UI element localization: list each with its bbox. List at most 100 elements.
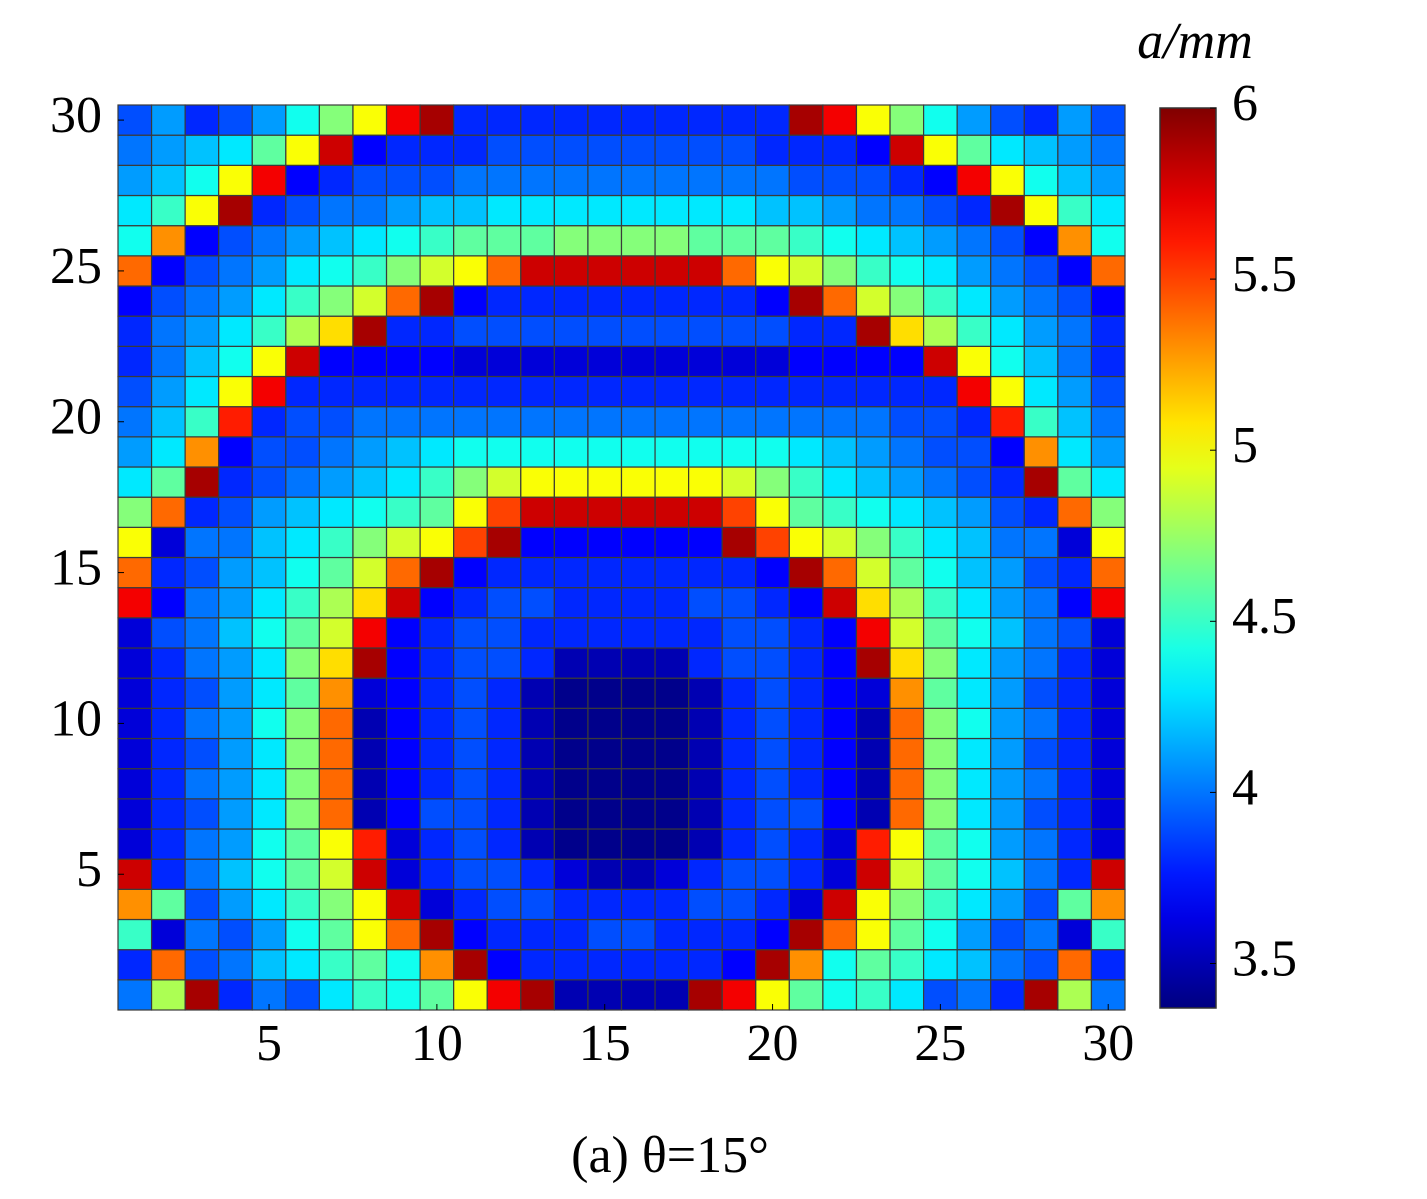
heatmap-cell [889,225,925,257]
heatmap-cell [956,617,992,649]
heatmap-cell [453,255,488,287]
heatmap-cell [721,918,757,951]
heatmap-cell [822,737,858,770]
heatmap-cell [587,134,623,166]
heatmap-cell [486,949,522,981]
heatmap-cell [218,737,253,770]
heatmap-cell [721,255,757,287]
heatmap-cell [654,556,690,589]
heatmap-cell [1023,375,1059,408]
heatmap-cell [486,164,522,197]
heatmap-cell [318,466,354,498]
heatmap-cell [788,255,824,287]
heatmap-cell [1057,858,1093,890]
heatmap-cell [688,225,723,257]
heatmap-cell [486,496,522,528]
heatmap-cell [855,737,891,770]
colorbar-tick-label: 4 [1232,759,1258,816]
heatmap-cell [1023,798,1059,830]
heatmap-cell [453,828,488,860]
heatmap-cell [553,345,589,378]
heatmap-cell [1057,737,1093,770]
heatmap-cell [553,647,589,679]
heatmap-cell [486,707,522,740]
heatmap-cell [318,436,354,468]
heatmap-cell [755,436,790,468]
heatmap-cell [855,285,891,317]
heatmap-cell [453,737,488,770]
heatmap-cell [218,979,253,1011]
heatmap-cell [385,858,421,890]
heatmap-cell [117,979,153,1011]
heatmap-cell [486,979,522,1011]
heatmap-cell [218,496,253,528]
heatmap-cell [352,556,388,589]
heatmap-cell [453,768,488,800]
heatmap-cell [654,858,690,890]
heatmap-cell [251,617,287,649]
heatmap-cell [654,526,690,559]
heatmap-cell [956,134,992,166]
heatmap-cell [419,647,455,679]
heatmap-cell [855,888,891,921]
heatmap-cell [285,737,321,770]
heatmap-cell [1090,918,1126,951]
heatmap-cell [654,375,690,408]
heatmap-cell [788,526,824,559]
heatmap-cell [788,949,824,981]
heatmap-cell [721,134,757,166]
heatmap-cell [385,587,421,619]
heatmap-cell [587,617,623,649]
heatmap-cell [922,134,958,166]
heatmap-cell [587,798,623,830]
heatmap-cell [688,526,723,559]
heatmap-cell [486,345,522,378]
heatmap-cell [755,406,790,438]
heatmap-cell [352,798,388,830]
heatmap-cell [587,406,623,438]
heatmap-cell [688,979,723,1011]
heatmap-cell [251,194,287,227]
heatmap-cell [318,587,354,619]
heatmap-cell [352,496,388,528]
heatmap-cell [1057,587,1093,619]
heatmap-cell [352,858,388,890]
heatmap-cell [553,255,589,287]
heatmap-cell [117,375,153,408]
heatmap-cell [184,677,220,709]
heatmap-cell [520,587,555,619]
heatmap-cell [218,436,253,468]
heatmap-cell [184,949,220,981]
heatmap-cell [1023,225,1059,257]
heatmap-cell [117,134,153,166]
heatmap-cell [453,888,488,921]
heatmap-cell [486,737,522,770]
heatmap-cell [520,345,555,378]
heatmap-cell [688,677,723,709]
heatmap-cell [1057,164,1093,197]
heatmap-cell [922,647,958,679]
heatmap-cell [822,617,858,649]
heatmap-cell [855,225,891,257]
x-tick-label: 20 [747,1015,799,1072]
heatmap-cell [721,436,757,468]
heatmap-cell [956,164,992,197]
heatmap-cell [520,526,555,559]
heatmap-cell [486,556,522,589]
heatmap-cell [654,677,690,709]
heatmap-cell [117,526,153,559]
heatmap-cell [318,556,354,589]
heatmap-cell [788,194,824,227]
heatmap-cell [453,194,488,227]
heatmap-cell [318,737,354,770]
heatmap-cell [520,918,555,951]
heatmap-cell [956,828,992,860]
heatmap-cell [117,768,153,800]
heatmap-cell [688,768,723,800]
heatmap-cell [922,828,958,860]
heatmap-cell [1090,225,1126,257]
heatmap-cell [285,345,321,378]
heatmap-cell [453,647,488,679]
heatmap-cell [1057,345,1093,378]
heatmap-cell [553,104,589,136]
